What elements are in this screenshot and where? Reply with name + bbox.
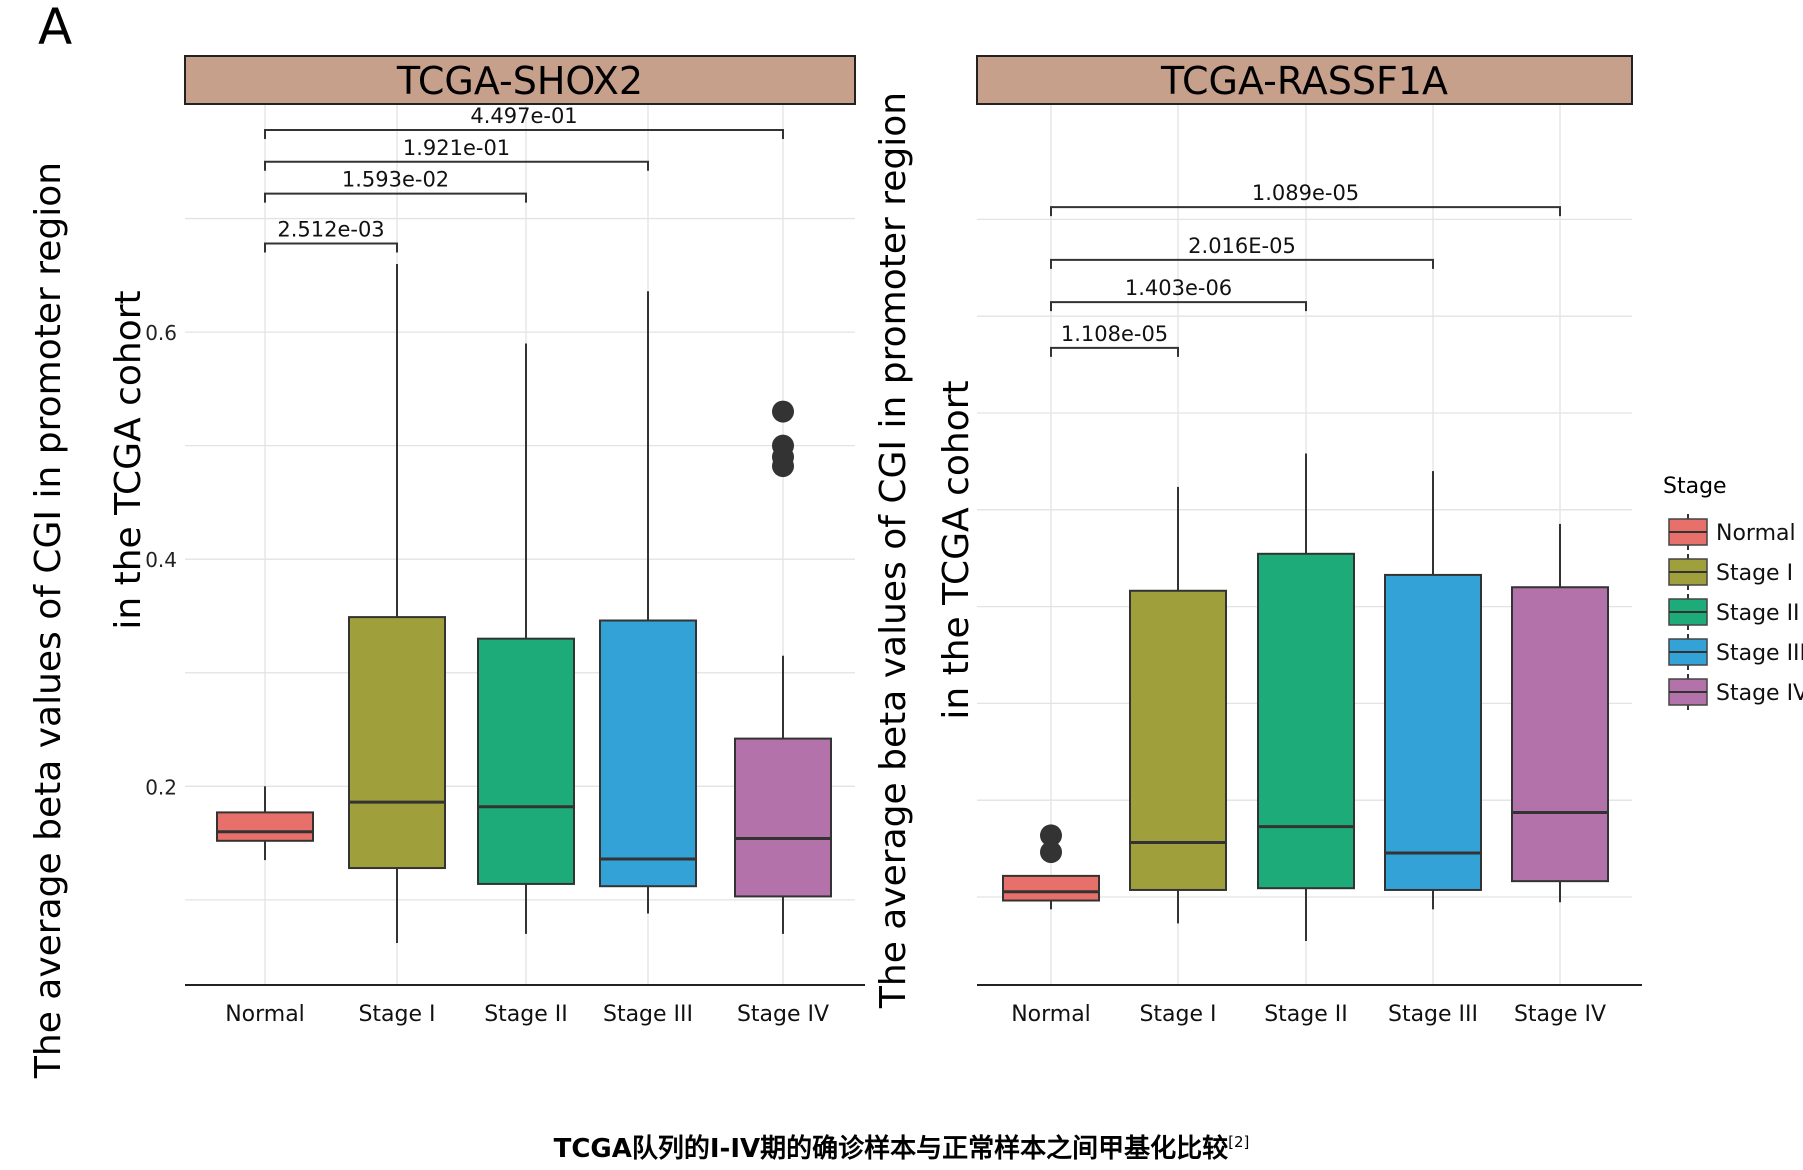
panel-title: TCGA-SHOX2 xyxy=(396,59,643,103)
outlier-stage-iv xyxy=(772,455,794,478)
outlier-normal xyxy=(1040,841,1062,864)
x-tick-label: Stage IV xyxy=(737,1002,829,1027)
panel-title: TCGA-RASSF1A xyxy=(1160,59,1448,103)
comparison-pvalue: 2.016E-05 xyxy=(1188,234,1296,258)
x-tick-label: Normal xyxy=(225,1002,305,1027)
panel-tcga-shox2: TCGA-SHOX2 0.2 0.4 0.6 Normal Stage I Stage II… xyxy=(145,55,865,1027)
figure-label: A xyxy=(38,0,72,56)
outlier-stage-iv xyxy=(772,400,794,423)
panel-strip xyxy=(184,55,856,105)
x-tick-label: Stage III xyxy=(1388,1002,1478,1027)
x-tick-label: Normal xyxy=(1011,1002,1091,1027)
comparison-bracket xyxy=(1050,206,1561,217)
left-ylabel-line1: The average beta values of CGI in promot… xyxy=(28,162,69,1079)
box-stage-iii xyxy=(599,619,697,888)
box-stage-i xyxy=(348,616,446,870)
panel-strip xyxy=(976,55,1633,105)
comparison-bracket xyxy=(1050,346,1179,357)
x-tick-label: Stage II xyxy=(1264,1002,1348,1027)
right-ylabel-line2: in the TCGA cohort xyxy=(936,380,977,719)
comparison-bracket xyxy=(264,192,527,203)
caption-text: TCGA队列的I-IV期的确诊样本与正常样本之间甲基化比较 xyxy=(553,1134,1229,1164)
x-tick-label: Stage IV xyxy=(1514,1002,1606,1027)
box-stage-ii xyxy=(1257,552,1355,890)
x-tick-label: Stage II xyxy=(484,1002,568,1027)
comparison-pvalue: 2.512e-03 xyxy=(277,218,384,242)
comparison-pvalue: 4.497e-01 xyxy=(470,104,577,128)
y-tick-label: 0.4 xyxy=(145,548,177,572)
figure-caption: TCGA队列的I-IV期的确诊样本与正常样本之间甲基化比较[2] xyxy=(0,1128,1803,1165)
y-tick-label: 0.2 xyxy=(145,775,177,799)
left-ylabel-line2: in the TCGA cohort xyxy=(108,290,149,629)
comparison-bracket xyxy=(1050,258,1434,269)
comparison-pvalue: 1.593e-02 xyxy=(342,168,449,192)
comparison-bracket xyxy=(264,242,398,253)
box-stage-iv xyxy=(734,737,832,898)
x-tick-label: Stage I xyxy=(358,1002,435,1027)
comparison-pvalue: 1.921e-01 xyxy=(403,136,510,160)
legend-title: Stage xyxy=(1663,474,1727,499)
comparison-bracket xyxy=(264,160,649,171)
x-tick-label: Stage III xyxy=(603,1002,693,1027)
box-stage-iv xyxy=(1511,586,1609,883)
legend-label-stage-ii: Stage II xyxy=(1716,601,1800,626)
box-stage-i xyxy=(1129,589,1227,891)
figure-canvas: A The average beta values of CGI in prom… xyxy=(28,0,1803,1079)
legend: Stage Normal Stage I Stage II Stage III Stag… xyxy=(1663,474,1803,710)
comparison-bracket xyxy=(264,128,784,139)
legend-label-normal: Normal xyxy=(1716,521,1796,546)
legend-label-stage-iii: Stage III xyxy=(1716,641,1803,666)
box-stage-ii xyxy=(477,637,575,885)
comparison-pvalue: 1.108e-05 xyxy=(1061,322,1168,346)
box-normal xyxy=(1002,874,1100,902)
outlier-normal xyxy=(1040,824,1062,847)
y-tick-label: 0.6 xyxy=(145,321,177,345)
box-normal xyxy=(216,811,314,842)
comparison-bracket xyxy=(1050,301,1307,312)
box-stage-iii xyxy=(1384,573,1482,891)
comparison-pvalue: 1.089e-05 xyxy=(1252,181,1359,205)
legend-label-stage-iv: Stage IV xyxy=(1716,681,1803,706)
x-tick-label: Stage I xyxy=(1139,1002,1216,1027)
right-ylabel-line1: The average beta values of CGI in promot… xyxy=(873,92,914,1009)
comparison-pvalue: 1.403e-06 xyxy=(1125,276,1232,300)
panel-tcga-rassf1a: TCGA-RASSF1A Normal Stage I Stage II Stage I… xyxy=(976,55,1642,1027)
caption-reference: [2] xyxy=(1228,1133,1250,1151)
legend-label-stage-i: Stage I xyxy=(1716,561,1793,586)
